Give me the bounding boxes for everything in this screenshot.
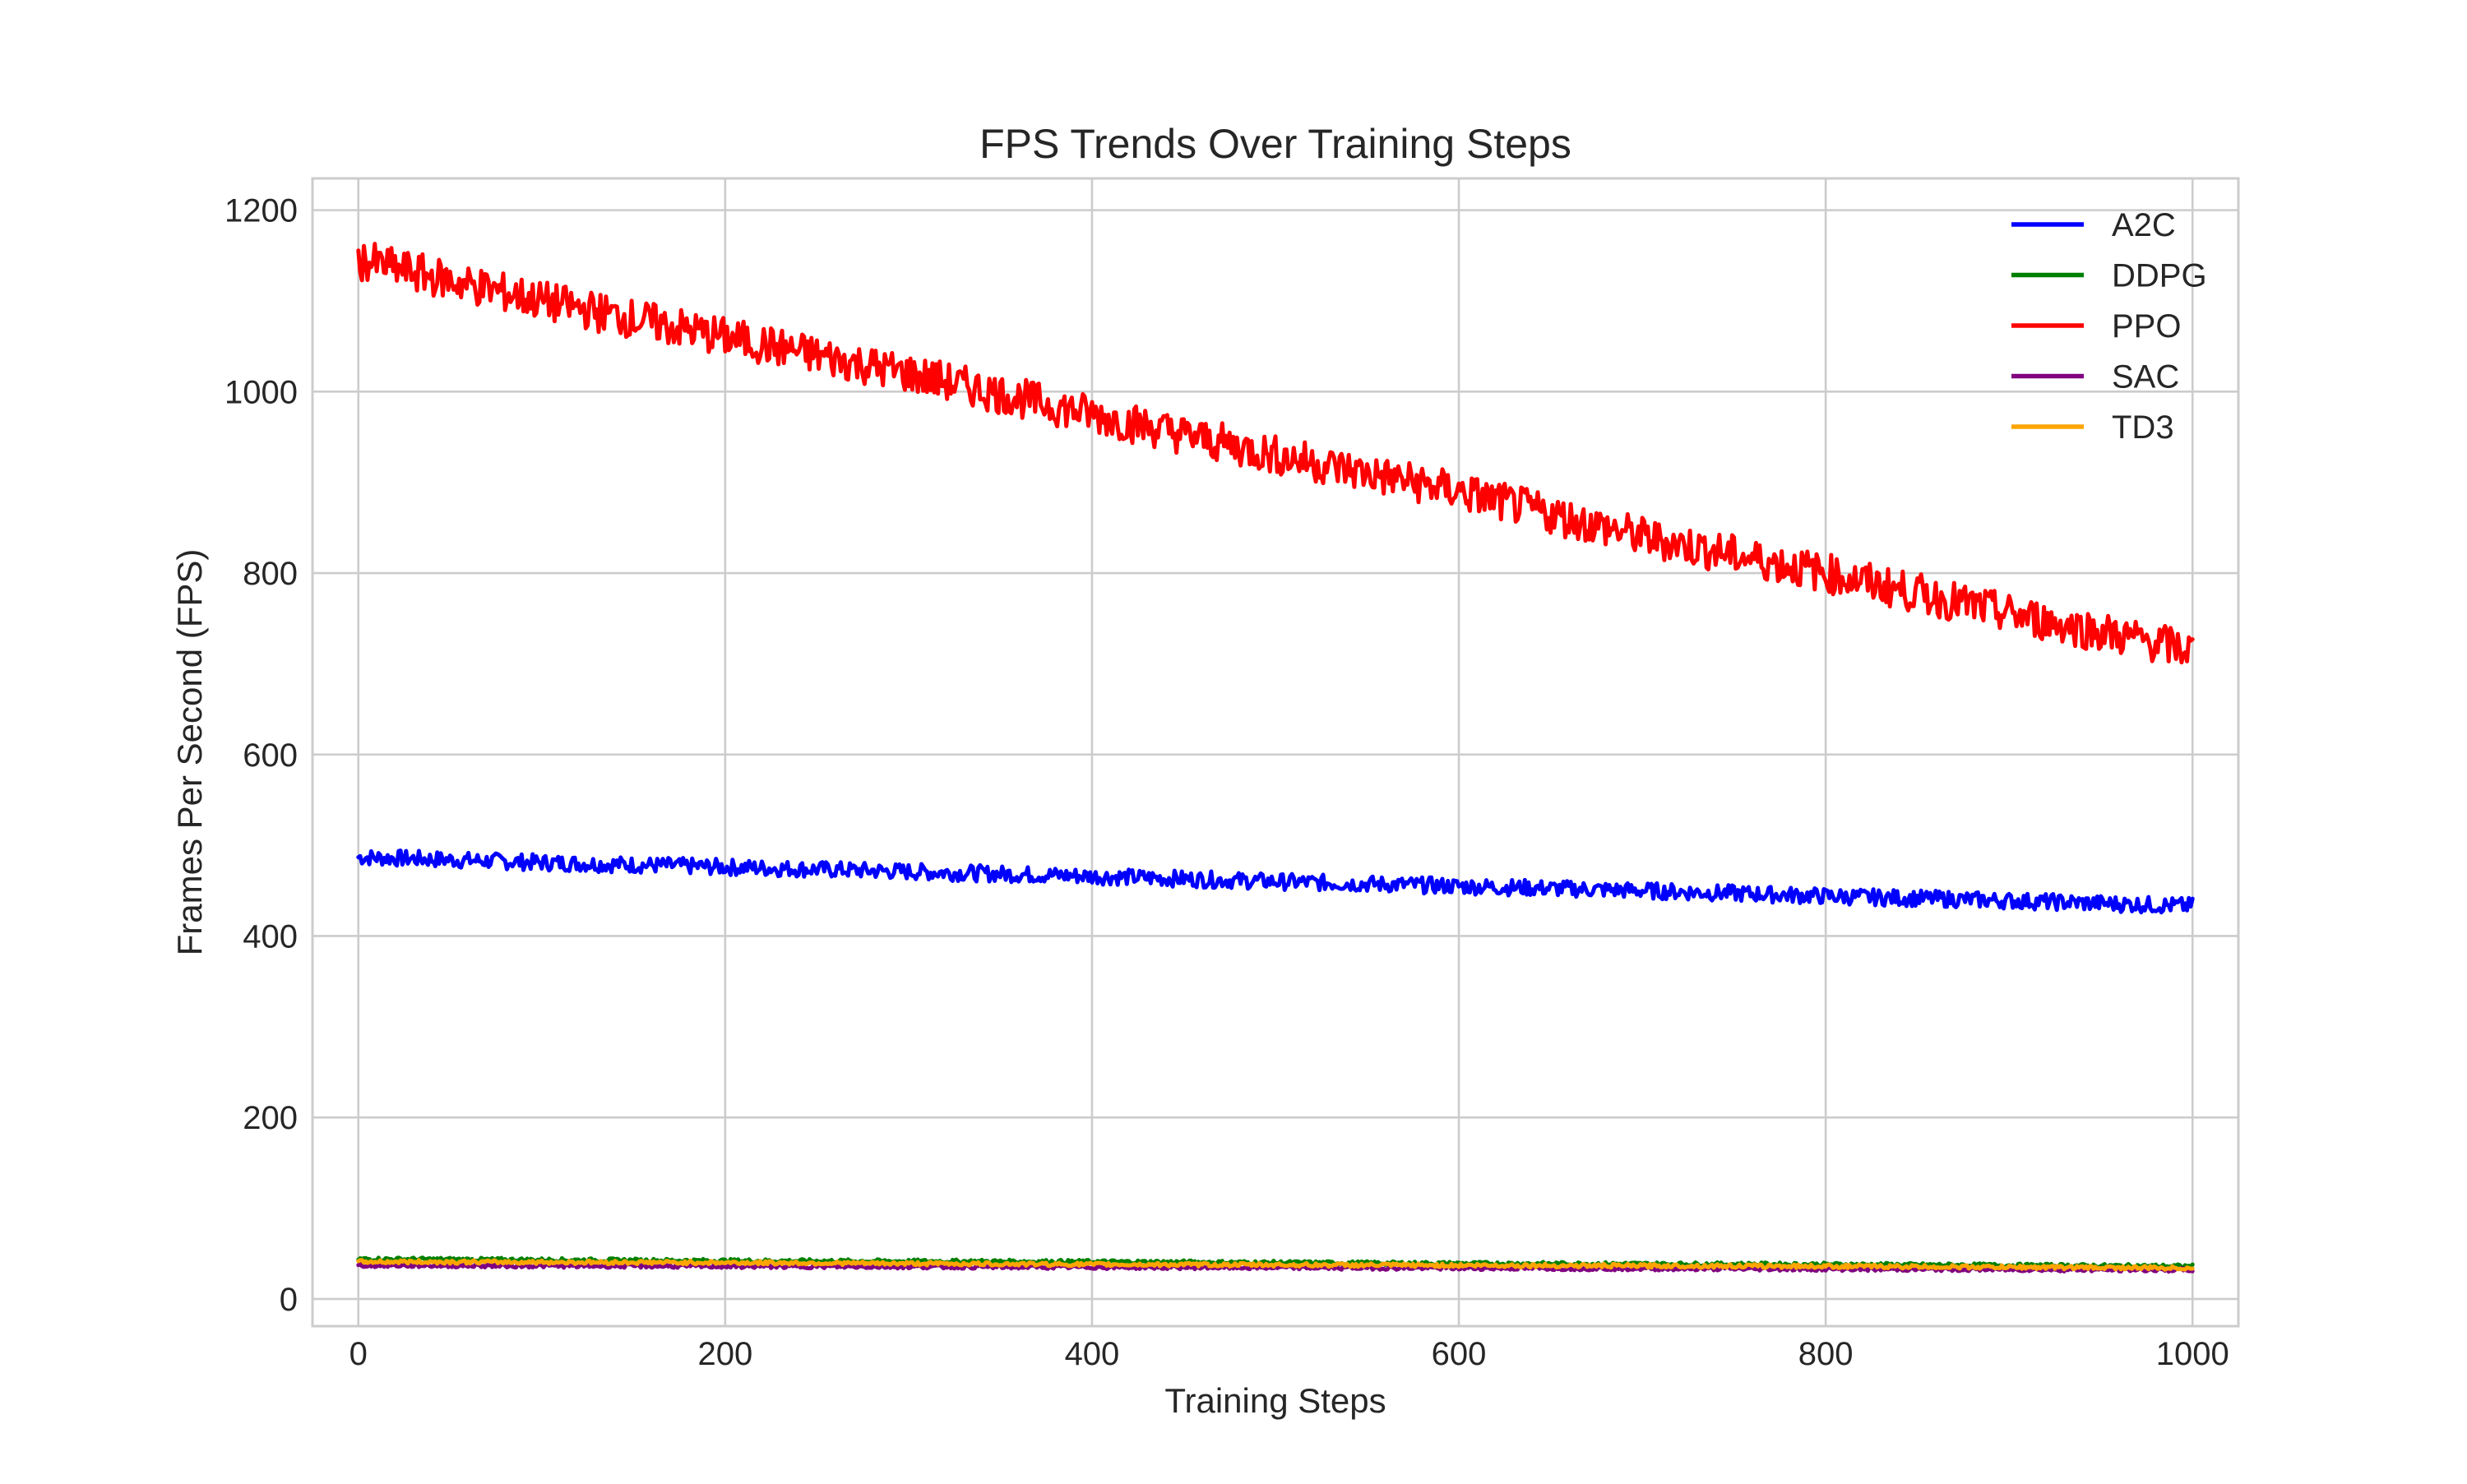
legend-item-td3: TD3 <box>2011 409 2174 446</box>
y-axis-label: Frames Per Second (FPS) <box>170 549 209 956</box>
plot-frame <box>311 177 2240 1328</box>
x-tick-label: 200 <box>697 1336 752 1372</box>
legend-item-ddpg: DDPG <box>2011 258 2207 294</box>
y-tick-label: 1000 <box>224 374 298 410</box>
legend-item-ppo: PPO <box>2011 308 2181 344</box>
legend-item-a2c: A2C <box>2011 207 2176 243</box>
tick-labels: 0 200 400 600 800 1000 0 200 400 600 800 1000 1200 <box>224 193 2229 1372</box>
legend-label: TD3 <box>2112 409 2174 446</box>
grid <box>312 178 2238 1326</box>
legend-label: PPO <box>2112 308 2181 344</box>
series-line-td3 <box>356 1258 2195 1272</box>
x-tick-label: 600 <box>1432 1336 1487 1372</box>
x-tick-label: 0 <box>349 1336 368 1372</box>
y-tick-label: 0 <box>280 1282 298 1318</box>
legend-label: A2C <box>2112 207 2176 243</box>
y-tick-label: 1200 <box>224 193 298 229</box>
series-line-ppo <box>356 242 2195 665</box>
series-line-a2c <box>356 848 2195 915</box>
y-tick-label: 400 <box>243 918 298 955</box>
y-tick-label: 600 <box>243 737 298 774</box>
legend-label: DDPG <box>2112 258 2207 294</box>
y-tick-label: 800 <box>243 556 298 592</box>
y-tick-label: 200 <box>243 1100 298 1136</box>
chart-title: FPS Trends Over Training Steps <box>979 121 1571 167</box>
legend-label: SAC <box>2112 359 2179 395</box>
legend-item-sac: SAC <box>2011 359 2179 395</box>
legend: A2C DDPG PPO SAC TD3 <box>2011 207 2207 446</box>
x-tick-label: 800 <box>1798 1336 1854 1372</box>
plot-lines <box>356 242 2195 1274</box>
x-axis-label: Training Steps <box>1164 1381 1386 1420</box>
x-tick-label: 400 <box>1065 1336 1120 1372</box>
x-tick-label: 1000 <box>2156 1336 2229 1372</box>
